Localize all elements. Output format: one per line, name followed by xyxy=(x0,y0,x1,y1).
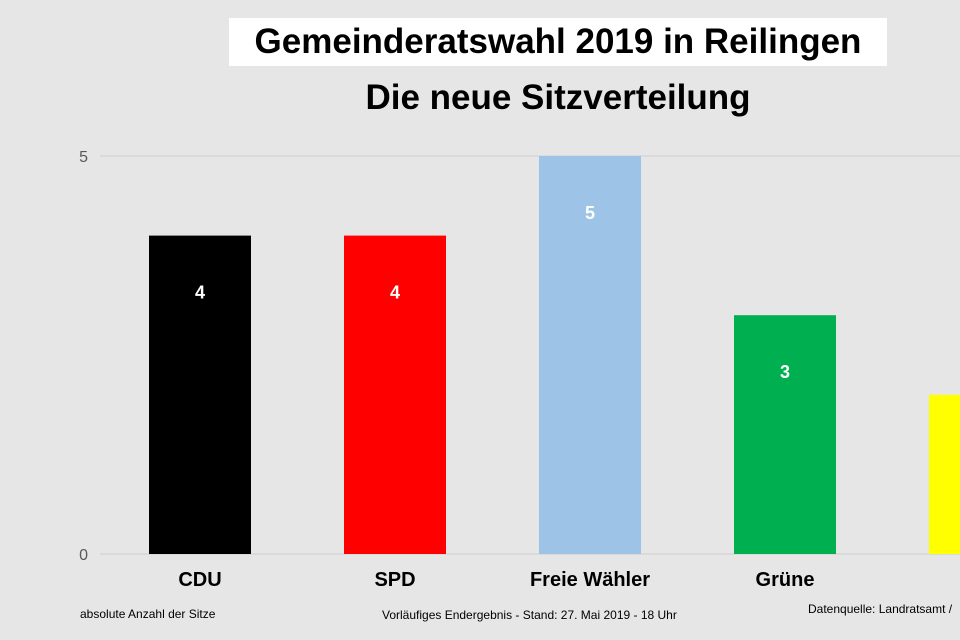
footer-source: Datenquelle: Landratsamt / xyxy=(808,602,953,616)
chart-title: Gemeinderatswahl 2019 in Reilingen xyxy=(229,18,887,66)
bar-1 xyxy=(344,235,446,554)
bar-2 xyxy=(539,156,641,554)
bar-0 xyxy=(149,235,251,554)
bar-3 xyxy=(734,315,836,554)
x-tick-label: SPD xyxy=(374,569,415,591)
data-label: 3 xyxy=(780,362,790,382)
x-tick-label: Grüne xyxy=(756,569,815,591)
x-tick-label: Freie Wähler xyxy=(530,569,650,591)
y-tick-label: 5 xyxy=(79,149,88,166)
footer-left-note: absolute Anzahl der Sitze xyxy=(80,607,216,621)
x-tick-label: CDU xyxy=(178,569,221,591)
chart-subtitle: Die neue Sitzverteilung xyxy=(365,78,751,117)
footer-status: Vorläufiges Endergebnis - Stand: 27. Mai… xyxy=(382,608,677,622)
data-label: 4 xyxy=(195,283,205,303)
data-label: 5 xyxy=(585,203,595,223)
bar-4 xyxy=(929,394,960,554)
y-tick-label: 0 xyxy=(79,547,88,564)
data-label: 4 xyxy=(390,283,400,303)
